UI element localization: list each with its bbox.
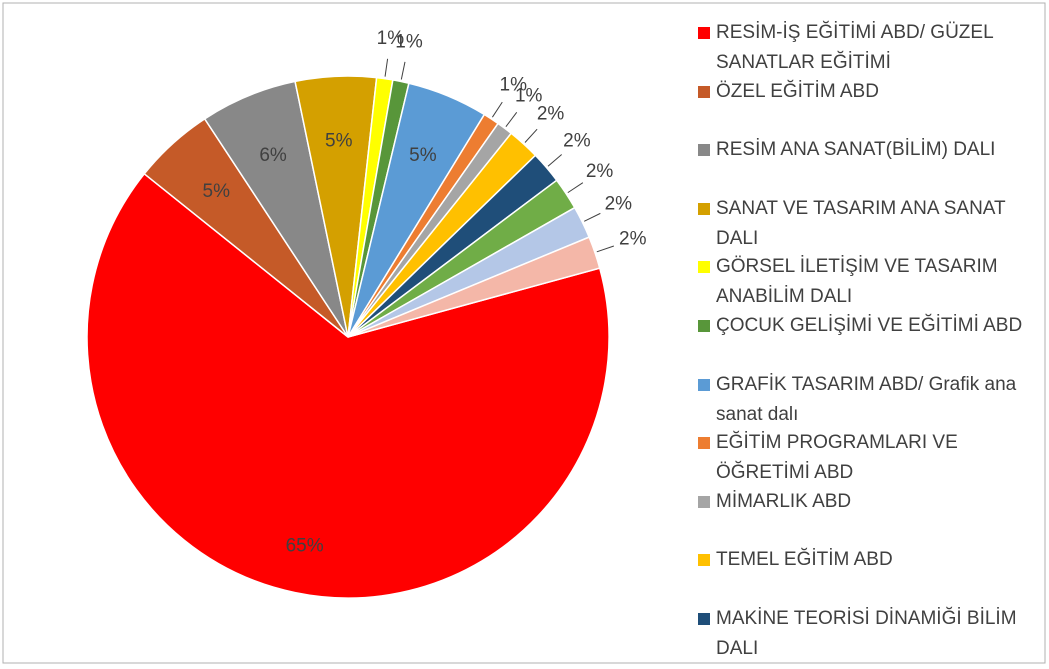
legend: RESİM-İŞ EĞİTİMİ ABD/ GÜZEL SANATLAR EĞİ…	[698, 0, 1038, 662]
legend-entry: TEMEL EĞİTİM ABD	[698, 545, 1038, 575]
leader-line	[547, 154, 562, 167]
legend-swatch	[698, 554, 710, 567]
legend-swatch	[698, 437, 710, 450]
legend-label: EĞİTİM PROGRAMLARI VE ÖĞRETİMİ ABD	[716, 432, 958, 484]
legend-entry: SANAT VE TASARIM ANA SANAT DALI	[698, 194, 1038, 254]
legend-swatch	[698, 27, 710, 39]
data-label: 1%	[500, 74, 528, 95]
data-label: 1%	[395, 31, 423, 52]
data-label: 5%	[203, 181, 231, 202]
leader-line	[400, 61, 406, 80]
legend-entry: RESİM ANA SANAT(BİLİM) DALI	[698, 135, 1038, 165]
leader-line	[567, 182, 584, 194]
data-label: 2%	[537, 103, 565, 124]
legend-entry: MAKİNE TEORİSİ DİNAMİĞİ BİLİM DALI	[698, 604, 1038, 662]
legend-swatch	[698, 144, 710, 157]
leader-line	[583, 212, 601, 222]
legend-entry: RESİM-İŞ EĞİTİMİ ABD/ GÜZEL SANATLAR EĞİ…	[698, 18, 1038, 78]
data-label: 2%	[619, 229, 647, 250]
data-label: 2%	[563, 131, 591, 152]
legend-swatch	[698, 320, 710, 332]
leader-line	[524, 128, 538, 143]
legend-entry: ÖZEL EĞİTİM ABD	[698, 77, 1038, 107]
legend-swatch	[698, 495, 710, 508]
legend-swatch	[698, 261, 710, 274]
legend-label: ÖZEL EĞİTİM ABD	[716, 80, 879, 102]
leader-line	[384, 58, 389, 77]
leader-line	[505, 111, 518, 127]
legend-swatch	[698, 85, 710, 98]
legend-label: SANAT VE TASARIM ANA SANAT DALI	[716, 197, 1006, 249]
data-label: 5%	[325, 130, 353, 151]
leader-line	[491, 101, 503, 118]
legend-label: TEMEL EĞİTİM ABD	[716, 549, 893, 571]
legend-swatch	[698, 613, 710, 625]
data-label: 6%	[259, 145, 287, 166]
data-label: 1%	[515, 85, 543, 106]
legend-label: RESİM ANA SANAT(BİLİM) DALI	[716, 139, 996, 161]
legend-swatch	[698, 378, 710, 391]
pie-slice	[347, 236, 601, 338]
data-label: 2%	[586, 161, 614, 182]
legend-label: MAKİNE TEORİSİ DİNAMİĞİ BİLİM DALI	[716, 608, 1017, 659]
leader-line	[596, 245, 615, 253]
legend-entry: ÇOCUK GELİŞİMİ VE EĞİTİMİ ABD	[698, 311, 1038, 341]
legend-entry: GRAFİK TASARIM ABD/ Grafik ana sanat dal…	[698, 370, 1038, 430]
legend-entry: EĞİTİM PROGRAMLARI VE ÖĞRETİMİ ABD	[698, 428, 1038, 488]
data-label: 1%	[377, 28, 405, 49]
legend-label: RESİM-İŞ EĞİTİMİ ABD/ GÜZEL SANATLAR EĞİ…	[716, 22, 993, 73]
legend-label: GÖRSEL İLETİŞİM VE TASARIM ANABİLİM DALI	[716, 256, 998, 308]
legend-entry: MİMARLIK ABD	[698, 487, 1038, 517]
legend-swatch	[698, 202, 710, 215]
data-label: 5%	[409, 145, 437, 166]
pie-slice	[86, 172, 610, 599]
legend-label: ÇOCUK GELİŞİMİ VE EĞİTİMİ ABD	[716, 315, 1023, 336]
legend-entry: GÖRSEL İLETİŞİM VE TASARIM ANABİLİM DALI	[698, 252, 1038, 312]
legend-label: GRAFİK TASARIM ABD/ Grafik ana sanat dal…	[716, 373, 1017, 425]
data-label: 65%	[286, 536, 324, 557]
legend-label: MİMARLIK ABD	[716, 490, 852, 512]
data-label: 2%	[605, 194, 633, 215]
